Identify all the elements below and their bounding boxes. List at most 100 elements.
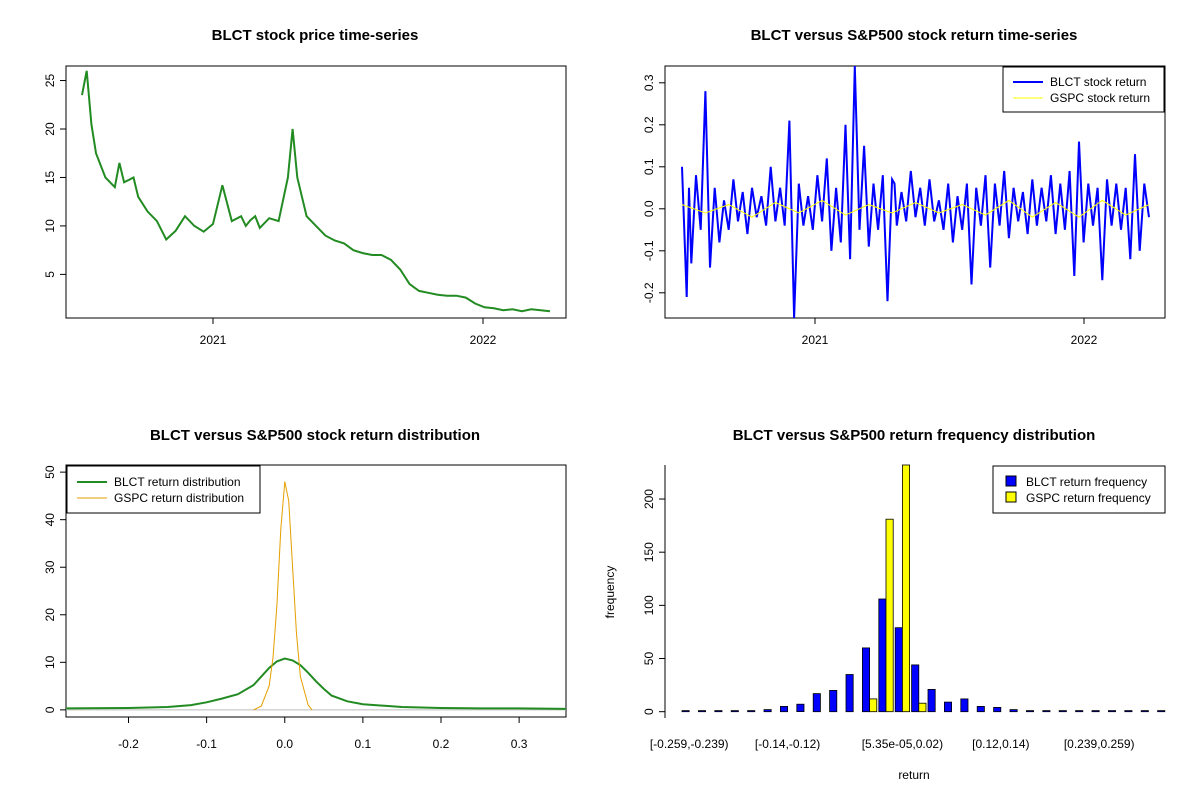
returns-gspc-line: [681, 199, 1150, 218]
distribution-y-tick-label: 0: [43, 706, 57, 713]
returns-y-tick-label: 0.1: [642, 158, 656, 175]
returns-legend-label-gspc: GSPC stock return: [1050, 91, 1150, 105]
frequency-blct-bar: [681, 710, 690, 713]
frequency-blct-bar: [829, 690, 838, 713]
frequency-blct-bar: [796, 703, 805, 713]
returns-y-tick-label: 0.0: [642, 200, 656, 217]
frequency-blct-bar: [1009, 709, 1018, 713]
frequency-gspc-bar: [918, 702, 927, 713]
distribution-chart-frame: [65, 464, 567, 718]
frequency-blct-bar: [862, 647, 871, 713]
distribution-gspc-curve: [253, 481, 313, 711]
frequency-blct-bar: [1026, 710, 1035, 713]
price-y-tick-label: 5: [43, 271, 57, 278]
frequency-blct-bar: [780, 706, 789, 713]
price-y-tick-label: 20: [43, 122, 57, 136]
returns-legend-box: [1002, 66, 1165, 113]
frequency-blct-bar: [894, 627, 903, 713]
frequency-blct-bar: [714, 710, 723, 713]
frequency-chart-title: BLCT versus S&P500 return frequency dist…: [733, 427, 1096, 444]
distribution-y-tick-label: 20: [43, 608, 57, 622]
distribution-legend-label-gspc: GSPC return distribution: [114, 491, 244, 505]
price-y-tick-label: 15: [43, 170, 57, 184]
frequency-blct-bar: [845, 674, 854, 713]
frequency-blct-bar: [1157, 710, 1166, 713]
distribution-y-tick-label: 10: [43, 655, 57, 669]
frequency-blct-bar: [1124, 710, 1133, 713]
frequency-blct-bar: [730, 710, 739, 713]
distribution-legend-box: [66, 465, 261, 514]
frequency-blct-bar: [976, 706, 985, 713]
frequency-y-tick-label: 200: [642, 489, 656, 509]
frequency-gspc-bar: [869, 698, 878, 713]
price-chart-panel: BLCT stock price time-series 5 10 15 20 25 20…: [43, 27, 567, 347]
returns-blct-line: [681, 65, 1150, 319]
price-chart-title: BLCT stock price time-series: [212, 27, 419, 44]
frequency-blct-bar: [878, 598, 887, 713]
distribution-x-tick-label: -0.1: [196, 737, 217, 751]
frequency-blct-bar: [1108, 710, 1117, 713]
returns-y-tick-label: -0.2: [642, 282, 656, 303]
returns-chart-panel: BLCT versus S&P500 stock return time-ser…: [642, 27, 1166, 347]
frequency-blct-bar: [1091, 710, 1100, 713]
frequency-y-axis-label: frequency: [603, 566, 617, 619]
frequency-blct-bar: [1058, 710, 1067, 713]
frequency-legend-label-blct: BLCT return frequency: [1026, 475, 1147, 489]
frequency-x-tick-label: [-0.14,-0.12): [755, 737, 820, 751]
frequency-blct-bar: [1075, 710, 1084, 713]
returns-chart-frame: [664, 65, 1166, 319]
frequency-x-axis-label: return: [898, 768, 929, 782]
frequency-blct-bar: [1042, 710, 1051, 713]
frequency-blct-bar: [960, 698, 969, 713]
frequency-blct-bar: [763, 709, 772, 713]
distribution-x-tick-label: -0.2: [118, 737, 139, 751]
distribution-legend-label-blct: BLCT return distribution: [114, 475, 241, 489]
returns-legend: BLCT stock return GSPC stock return: [1002, 66, 1165, 113]
returns-x-tick-label: 2021: [802, 333, 829, 347]
distribution-x-tick-label: 0.3: [511, 737, 528, 751]
returns-y-tick-label: -0.1: [642, 240, 656, 261]
distribution-chart-title: BLCT versus S&P500 stock return distribu…: [150, 427, 480, 444]
returns-chart-title: BLCT versus S&P500 stock return time-ser…: [751, 27, 1078, 44]
frequency-legend-swatch-blct: [1005, 475, 1017, 487]
distribution-x-tick-label: 0.2: [433, 737, 450, 751]
price-x-tick-label: 2021: [200, 333, 227, 347]
distribution-x-tick-label: 0.1: [355, 737, 372, 751]
frequency-blct-bar: [911, 664, 920, 713]
frequency-legend-label-gspc: GSPC return frequency: [1026, 491, 1151, 505]
returns-y-tick-label: 0.3: [642, 74, 656, 91]
frequency-blct-bar: [993, 707, 1002, 713]
frequency-blct-bar: [812, 693, 821, 713]
frequency-legend-box: [992, 465, 1166, 514]
distribution-y-tick-label: 30: [43, 560, 57, 574]
frequency-blct-bar: [698, 710, 707, 713]
returns-x-tick-label: 2022: [1071, 333, 1098, 347]
frequency-blct-bar: [747, 710, 756, 713]
price-y-tick-label: 25: [43, 74, 57, 88]
frequency-gspc-bar: [902, 464, 911, 713]
frequency-blct-bar: [944, 701, 953, 713]
frequency-blct-bar: [1140, 710, 1149, 713]
returns-y-tick-label: 0.2: [642, 116, 656, 133]
frequency-y-tick-label: 0: [642, 708, 656, 715]
price-series-line: [81, 70, 551, 313]
distribution-chart-panel: BLCT versus S&P500 stock return distribu…: [43, 427, 567, 751]
frequency-blct-bar: [927, 689, 936, 713]
distribution-x-tick-label: 0.0: [276, 737, 293, 751]
frequency-x-tick-label: [0.239,0.259): [1064, 737, 1135, 751]
returns-legend-label-blct: BLCT stock return: [1050, 75, 1146, 89]
price-chart-frame: [65, 65, 567, 319]
frequency-y-tick-label: 100: [642, 595, 656, 615]
frequency-legend-swatch-gspc: [1005, 491, 1017, 503]
frequency-gspc-bar: [885, 518, 894, 713]
frequency-y-tick-label: 150: [642, 542, 656, 562]
distribution-y-tick-label: 50: [43, 465, 57, 479]
distribution-blct-curve: [65, 657, 567, 710]
distribution-y-tick-label: 40: [43, 513, 57, 527]
frequency-legend: BLCT return frequency GSPC return freque…: [992, 465, 1166, 514]
frequency-chart-panel: BLCT versus S&P500 return frequency dist…: [603, 427, 1166, 782]
frequency-x-tick-label: [5.35e-05,0.02): [862, 737, 943, 751]
price-x-tick-label: 2022: [470, 333, 497, 347]
frequency-x-tick-label: [-0.259,-0.239): [650, 737, 729, 751]
